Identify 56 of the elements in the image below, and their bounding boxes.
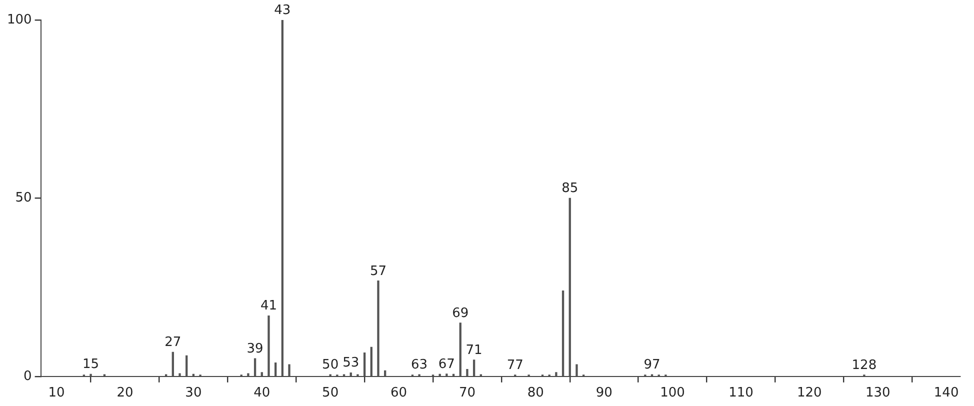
x-tick-label: 30 (185, 386, 202, 401)
annotation: 67 (438, 356, 455, 372)
annotation: 53 (342, 356, 360, 371)
bar (472, 360, 476, 376)
x-tick-label: 110 (728, 386, 754, 401)
bar (178, 373, 181, 376)
annotation: 71 (466, 342, 482, 358)
annotation: 43 (274, 2, 291, 18)
bar (562, 290, 564, 376)
x-tick-label: 120 (797, 386, 822, 401)
x-tick-label: 60 (390, 386, 408, 401)
x-tick-label: 130 (865, 386, 890, 401)
bar (90, 374, 92, 376)
bar (363, 352, 366, 376)
annotation: 97 (644, 357, 660, 372)
bar (377, 280, 380, 376)
annotation: 41 (260, 298, 277, 314)
x-tick-label: 90 (596, 386, 612, 401)
annotation: 57 (370, 264, 387, 279)
annotation: 27 (164, 335, 182, 350)
bar (186, 355, 188, 376)
bar (459, 322, 462, 376)
x-tick-label: 100 (660, 386, 685, 401)
x-tick-label: 80 (527, 386, 544, 401)
bar (288, 364, 290, 376)
x-tick-label: 20 (116, 386, 134, 401)
x-tick-label: 40 (254, 386, 270, 401)
bar (466, 368, 468, 376)
annotation: 50 (322, 357, 339, 372)
x-tick-label: 50 (322, 386, 339, 401)
annotation: 77 (506, 358, 524, 373)
annotation: 69 (452, 306, 469, 321)
annotation: 39 (246, 341, 264, 356)
bar (260, 372, 263, 376)
annotation: 63 (411, 357, 428, 372)
bar (281, 20, 284, 376)
annotation: 128 (852, 358, 877, 373)
bar (555, 372, 558, 376)
bar (370, 346, 372, 376)
x-tick-label: 140 (934, 386, 959, 401)
bar (568, 198, 571, 376)
annotation: 85 (562, 181, 578, 196)
bar (254, 358, 256, 376)
bar (268, 315, 270, 376)
bar (274, 362, 277, 376)
bar (446, 374, 448, 376)
y-tick-label: 50 (15, 190, 32, 206)
x-tick-label: 10 (48, 386, 65, 401)
bar (247, 373, 250, 376)
bar (350, 372, 352, 376)
annotation: 15 (82, 357, 100, 372)
bar (576, 364, 578, 376)
y-tick-label: 100 (6, 12, 32, 28)
x-tick-label: 70 (458, 386, 476, 401)
y-tick-label: 0 (24, 368, 32, 384)
bar (172, 352, 174, 376)
